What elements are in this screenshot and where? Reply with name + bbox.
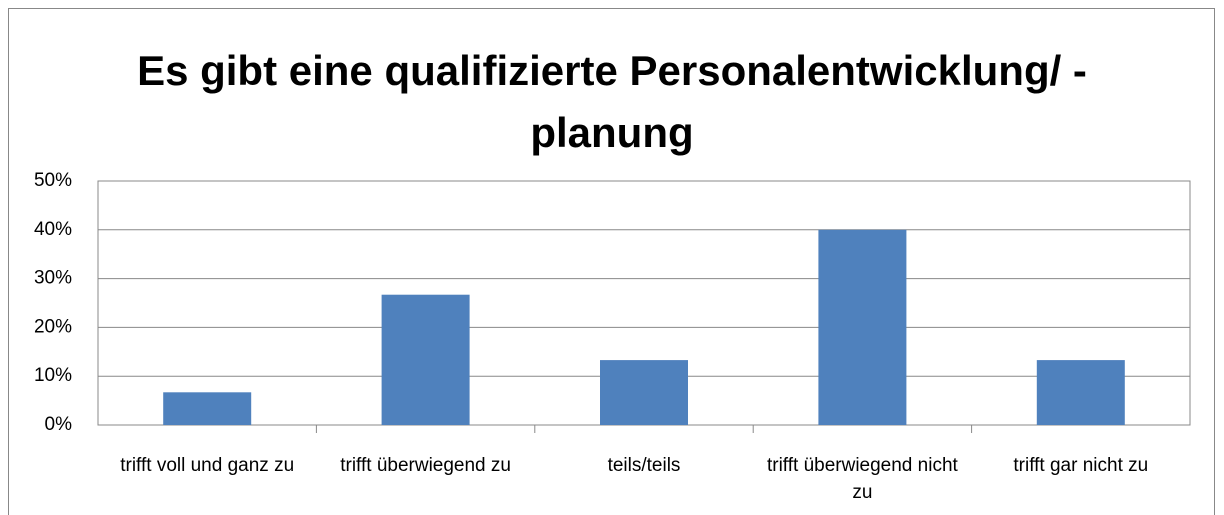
y-tick-label: 0% <box>45 414 73 435</box>
bar <box>600 360 688 425</box>
y-tick-label: 40% <box>34 219 72 240</box>
y-tick-label: 10% <box>34 365 72 386</box>
x-tick-label: trifft voll und ganz zu <box>120 455 295 476</box>
y-tick-label: 20% <box>34 316 72 337</box>
bar <box>163 392 252 425</box>
x-tick-label: teils/teils <box>607 455 681 476</box>
bar <box>1036 360 1125 425</box>
chart-title: Es gibt eine qualifizierte Personalentwi… <box>137 47 1087 156</box>
x-tick-label: trifft überwiegend zu <box>340 455 511 476</box>
bar <box>381 294 470 425</box>
bar <box>818 229 907 425</box>
y-tick-label: 30% <box>34 268 72 289</box>
x-tick-label: trifft überwiegend nicht zu <box>766 455 958 503</box>
y-tick-label: 50% <box>34 170 72 191</box>
x-tick-label: trifft gar nicht zu <box>1013 455 1149 476</box>
chart-frame <box>8 8 1215 515</box>
